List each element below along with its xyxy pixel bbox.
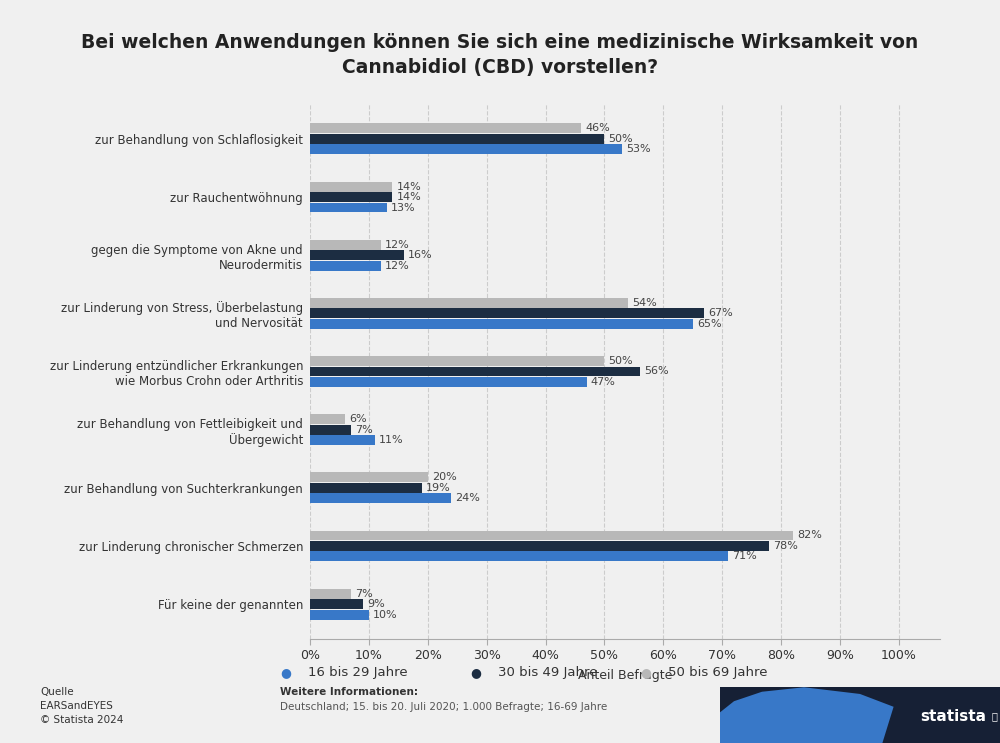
Text: 50%: 50% [609,134,633,144]
Bar [310,493,451,503]
Text: 19%: 19% [426,483,451,493]
Bar [310,366,640,377]
Bar [310,123,581,134]
Text: 24%: 24% [455,493,480,503]
Bar [310,261,381,270]
Bar [310,298,628,308]
Bar [310,144,622,155]
Bar [310,203,387,212]
Text: 50%: 50% [609,356,633,366]
Polygon shape [720,687,894,743]
Bar [310,425,351,435]
Text: 82%: 82% [797,531,822,540]
Bar [310,483,422,493]
Text: ●: ● [280,666,291,679]
Bar [310,599,363,609]
Text: 47%: 47% [591,377,616,387]
Bar [310,181,392,192]
X-axis label: Anteil Befragte: Anteil Befragte [578,669,672,682]
Bar [310,250,404,260]
Text: Quelle
EARSandEYES
© Statista 2024: Quelle EARSandEYES © Statista 2024 [40,687,123,725]
Text: statista: statista [920,709,986,724]
Bar [310,414,345,424]
Text: 12%: 12% [385,261,410,270]
Text: 56%: 56% [644,366,668,377]
Text: 54%: 54% [632,298,657,308]
Bar [310,551,728,562]
Text: 46%: 46% [585,123,610,134]
Bar [310,134,604,144]
Text: 13%: 13% [391,203,415,212]
Text: Deutschland; 15. bis 20. Juli 2020; 1.000 Befragte; 16-69 Jahre: Deutschland; 15. bis 20. Juli 2020; 1.00… [280,702,607,712]
Text: 16 bis 29 Jahre: 16 bis 29 Jahre [308,666,408,679]
Text: 9%: 9% [367,599,385,609]
Text: 20%: 20% [432,473,457,482]
Bar [310,588,351,599]
Text: 53%: 53% [626,144,651,155]
Bar [310,435,375,445]
Bar [310,609,369,620]
Bar [310,473,428,482]
Bar [310,541,769,551]
Bar [310,356,604,366]
Text: 16%: 16% [408,250,433,260]
Text: 6%: 6% [349,414,367,424]
Bar [310,531,793,540]
Text: 10%: 10% [373,609,398,620]
Text: ●: ● [470,666,481,679]
Text: ⧉: ⧉ [991,711,997,721]
Bar [310,308,704,318]
Text: ●: ● [640,666,651,679]
Bar [310,240,381,250]
Bar [310,192,392,202]
Bar [310,377,587,387]
Text: 78%: 78% [773,541,798,551]
Text: 7%: 7% [355,425,373,435]
FancyBboxPatch shape [720,687,1000,743]
Text: 50 bis 69 Jahre: 50 bis 69 Jahre [668,666,768,679]
Text: Bei welchen Anwendungen können Sie sich eine medizinische Wirksamkeit von
Cannab: Bei welchen Anwendungen können Sie sich … [81,33,919,77]
Text: 7%: 7% [355,588,373,599]
Text: 14%: 14% [397,181,421,192]
Text: 67%: 67% [709,308,733,318]
Text: Weitere Informationen:: Weitere Informationen: [280,687,418,697]
Text: 65%: 65% [697,319,721,329]
Text: 14%: 14% [397,192,421,202]
Text: 12%: 12% [385,240,410,250]
Text: 30 bis 49 Jahre: 30 bis 49 Jahre [498,666,598,679]
Text: 71%: 71% [732,551,757,562]
Bar [310,319,693,329]
Text: 11%: 11% [379,435,404,445]
